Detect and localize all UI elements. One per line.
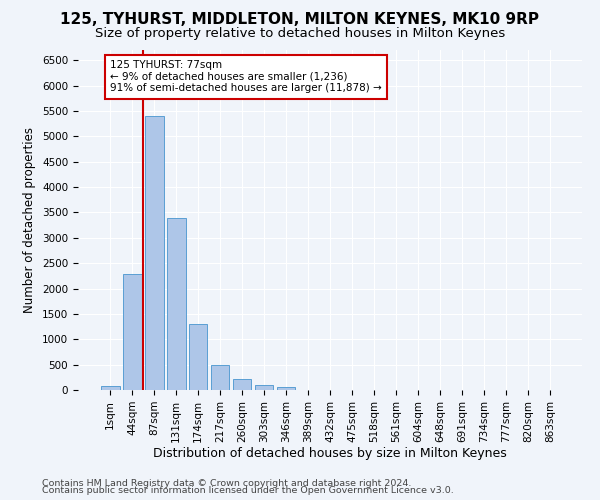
Text: Contains public sector information licensed under the Open Government Licence v3: Contains public sector information licen… [42,486,454,495]
Bar [145,116,164,390]
Bar [211,365,229,390]
Bar [167,218,185,390]
Text: 125, TYHURST, MIDDLETON, MILTON KEYNES, MK10 9RP: 125, TYHURST, MIDDLETON, MILTON KEYNES, … [61,12,539,28]
X-axis label: Distribution of detached houses by size in Milton Keynes: Distribution of detached houses by size … [153,448,507,460]
Text: 125 TYHURST: 77sqm
← 9% of detached houses are smaller (1,236)
91% of semi-detac: 125 TYHURST: 77sqm ← 9% of detached hous… [110,60,382,94]
Bar [189,324,208,390]
Bar [123,274,142,390]
Text: Contains HM Land Registry data © Crown copyright and database right 2024.: Contains HM Land Registry data © Crown c… [42,478,412,488]
Bar [233,380,251,390]
Bar [277,387,295,390]
Y-axis label: Number of detached properties: Number of detached properties [23,127,37,313]
Text: Size of property relative to detached houses in Milton Keynes: Size of property relative to detached ho… [95,28,505,40]
Bar [255,386,274,390]
Bar [101,386,119,390]
